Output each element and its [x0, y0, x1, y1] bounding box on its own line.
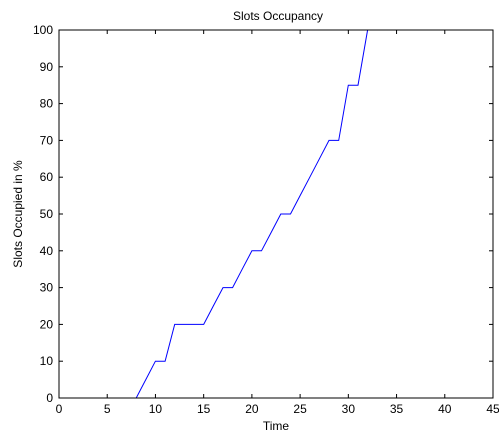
y-tick-label: 70 — [40, 133, 54, 147]
x-axis-label: Time — [263, 419, 290, 433]
y-tick-label: 10 — [40, 354, 54, 368]
plot-area — [59, 30, 493, 398]
x-tick-label: 30 — [342, 402, 356, 416]
x-tick-label: 15 — [197, 402, 211, 416]
x-tick-label: 40 — [438, 402, 452, 416]
x-tick-label: 25 — [293, 402, 307, 416]
y-tick-label: 50 — [40, 207, 54, 221]
x-tick-label: 20 — [245, 402, 259, 416]
x-tick-label: 5 — [104, 402, 111, 416]
x-tick-label: 0 — [56, 402, 63, 416]
y-tick-label: 40 — [40, 244, 54, 258]
series-line — [135, 29, 369, 399]
y-tick-label: 30 — [40, 281, 54, 295]
y-axis-label: Slots Occupied in % — [11, 160, 25, 268]
y-tick-label: 0 — [46, 391, 53, 405]
y-tick-label: 20 — [40, 317, 54, 331]
y-tick-label: 80 — [40, 97, 54, 111]
y-tick-label: 90 — [40, 60, 54, 74]
series-layer — [135, 29, 369, 399]
plot-frame — [58, 29, 494, 399]
x-tick-label: 45 — [486, 402, 499, 416]
y-tick-label: 60 — [40, 170, 54, 184]
x-tick-label: 35 — [390, 402, 404, 416]
chart-title: Slots Occupancy — [233, 9, 323, 23]
x-tick-label: 10 — [149, 402, 163, 416]
y-tick-label: 100 — [33, 23, 53, 37]
axis-ticks: 0 5 10 15 20 25 30 35 40 45 0 10 20 30 40 50 60 70 80 90 100 — [33, 23, 499, 416]
